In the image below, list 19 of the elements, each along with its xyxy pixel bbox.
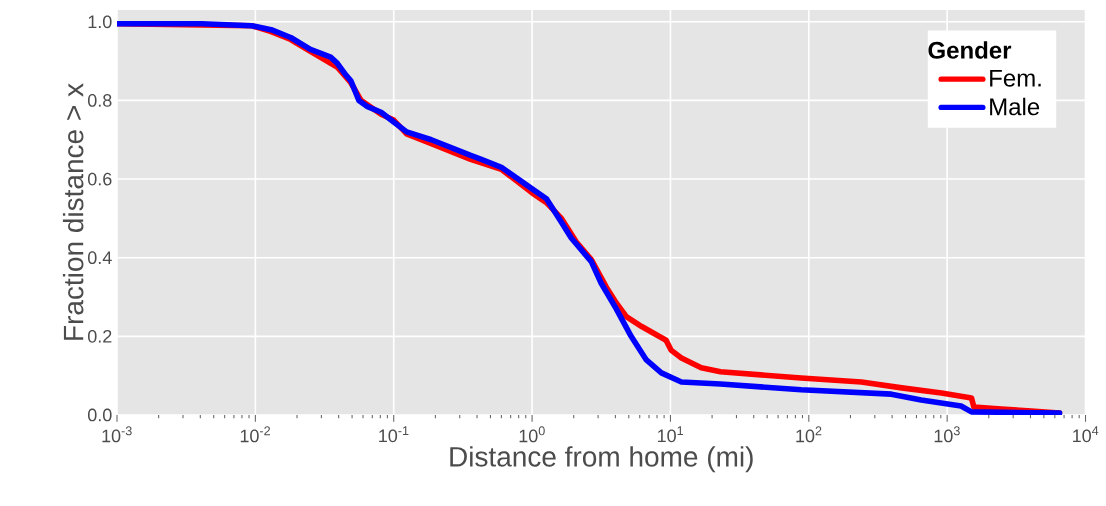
- y-tick-label: 0.0: [87, 408, 112, 422]
- x-tick-label: 10$^{-3}$: [102, 426, 132, 443]
- x-tick-label: 10$^{3}$: [934, 426, 960, 443]
- x-tick-label: 10$^{0}$: [519, 426, 545, 443]
- x-tick-label: 10$^{2}$: [796, 426, 822, 443]
- y-tick-label: 1.0: [88, 15, 112, 29]
- x-tick-label: 10$^{4}$: [1073, 426, 1099, 443]
- y-tick-label: 0.4: [87, 251, 112, 265]
- y-tick-label: 0.2: [87, 329, 112, 343]
- x-tick-label: 10$^{-1}$: [379, 426, 409, 443]
- x-tick-label: 10$^{-2}$: [240, 426, 271, 443]
- y-tick-label: 0.6: [87, 172, 112, 186]
- y-axis-title: Fraction distance > x: [62, 83, 84, 340]
- legend-label: Fem.: [990, 69, 1041, 87]
- x-axis-title: Distance from home (mi): [450, 446, 753, 473]
- legend-title: Gender: [928, 41, 1012, 59]
- y-tick-label: 0.8: [87, 94, 112, 107]
- legend-label: Male: [990, 97, 1040, 116]
- x-tick-label: 10$^{1}$: [657, 426, 684, 443]
